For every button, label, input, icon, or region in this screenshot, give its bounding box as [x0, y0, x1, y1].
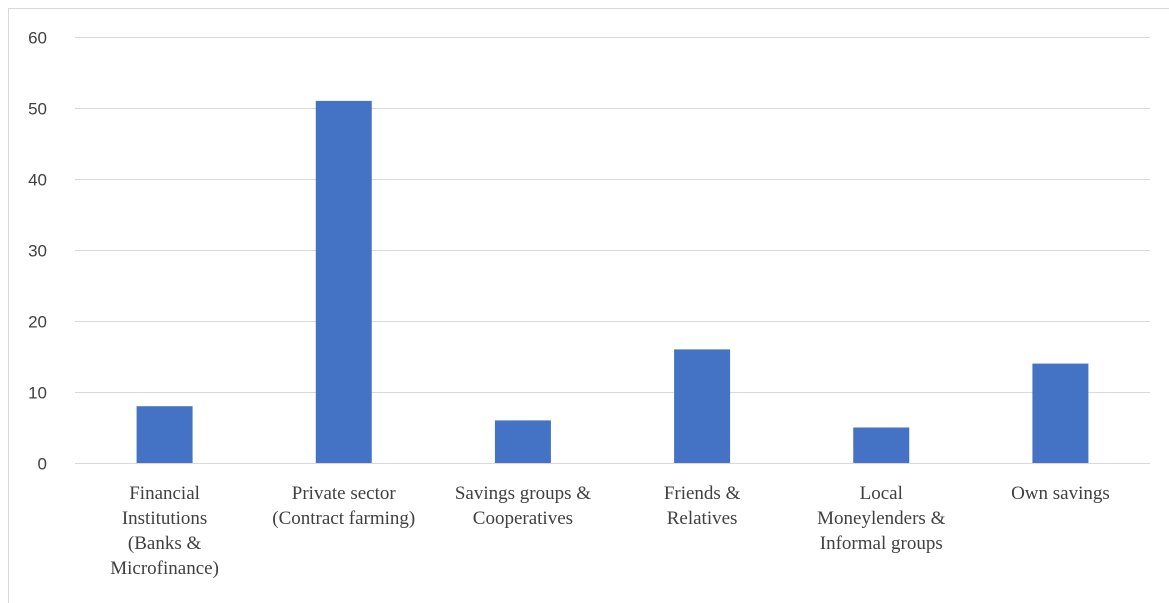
x-tick-label-line: Relatives [667, 508, 738, 529]
x-tick-label-line: (Banks & [128, 533, 202, 554]
bar [1032, 363, 1089, 463]
x-tick-label: Friends & Relatives [664, 483, 741, 529]
y-tick-label: 50 [28, 100, 47, 119]
bar [315, 100, 372, 464]
y-tick-label: 30 [28, 242, 47, 261]
x-tick-label-line: Friends & [664, 483, 741, 504]
x-tick-label: Savings groups & Cooperatives [455, 483, 591, 529]
x-tick-label-line: Financial [129, 483, 200, 504]
bar [853, 427, 910, 463]
x-tick-label-line: Informal groups [820, 533, 943, 554]
x-tick-label: Financial Institutions (Banks & Microfinanc… [110, 483, 219, 579]
x-tick-label-line: Local [860, 483, 903, 504]
bar [494, 420, 551, 463]
y-tick-label: 20 [28, 313, 47, 332]
x-tick-label: Own savings [1011, 483, 1110, 504]
x-tick-label: Local Moneylenders & Informal groups [817, 483, 945, 554]
bar [674, 349, 731, 463]
x-tick-label-line: Microfinance) [110, 558, 219, 579]
y-tick-label: 0 [38, 455, 47, 474]
y-tick-label: 10 [28, 384, 47, 403]
chart-frame [8, 8, 1169, 603]
x-tick-label-line: Cooperatives [473, 508, 573, 529]
x-tick-label-line: Own savings [1011, 483, 1110, 504]
x-tick-label-line: Savings groups & [455, 483, 591, 504]
x-tick-label-line: (Contract farming) [272, 508, 415, 529]
x-tick-label: Private sector (Contract farming) [272, 483, 415, 529]
x-tick-label-line: Moneylenders & [817, 508, 945, 529]
y-tick-label: 60 [28, 29, 47, 48]
x-tick-label-line: Institutions [122, 508, 208, 529]
y-tick-label: 40 [28, 171, 47, 190]
x-tick-label-line: Private sector [292, 483, 397, 504]
bar [136, 406, 193, 463]
